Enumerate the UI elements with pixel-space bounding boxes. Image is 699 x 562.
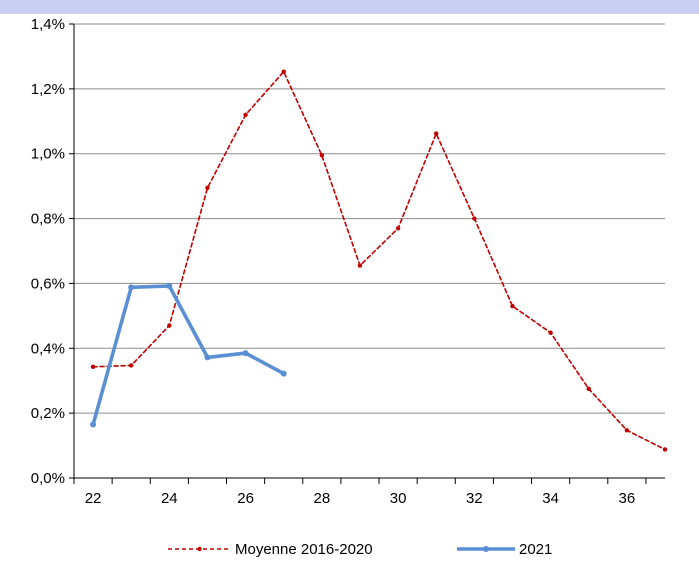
y-tick-label-5: 1,0% xyxy=(31,146,65,163)
data-point-0-6 xyxy=(319,153,325,158)
data-point-1-3 xyxy=(204,354,211,361)
data-point-0-0 xyxy=(90,364,96,369)
y-tick-label-3: 0,6% xyxy=(31,275,65,292)
data-point-1-1 xyxy=(128,284,135,291)
data-point-1-5 xyxy=(280,370,287,377)
y-tick-label-1: 0,2% xyxy=(31,405,65,422)
data-point-0-8 xyxy=(395,226,401,231)
y-tick-label-6: 1,2% xyxy=(31,81,65,98)
data-point-0-4 xyxy=(243,112,248,118)
data-series xyxy=(90,69,668,452)
y-tick-label-7: 1,4% xyxy=(31,16,65,33)
x-tick-label-2: 26 xyxy=(237,490,254,507)
x-tick-label-1: 24 xyxy=(161,490,178,507)
y-tick-label-2: 0,4% xyxy=(31,340,65,357)
x-tick-label-4: 30 xyxy=(390,490,407,507)
legend-marker-0 xyxy=(197,546,202,552)
data-point-0-9 xyxy=(434,131,439,136)
legend-label-1: 2021 xyxy=(519,541,552,558)
top-band xyxy=(0,0,699,14)
data-point-0-2 xyxy=(167,323,172,328)
x-tick-label-3: 28 xyxy=(313,490,330,507)
x-tick-label-5: 32 xyxy=(466,490,483,507)
data-point-1-4 xyxy=(242,350,249,357)
data-point-0-7 xyxy=(357,263,363,268)
data-point-0-14 xyxy=(624,428,630,433)
x-tick-label-6: 34 xyxy=(542,490,559,507)
data-point-0-13 xyxy=(586,386,591,392)
legend: Moyenne 2016-2020 2021 xyxy=(168,541,552,558)
x-axis-tick-labels: 22 24 26 28 30 32 34 36 xyxy=(85,490,635,507)
y-tick-label-4: 0,8% xyxy=(31,211,65,228)
data-point-1-2 xyxy=(166,283,173,290)
x-tick-label-0: 22 xyxy=(85,490,102,507)
data-point-0-15 xyxy=(662,447,668,452)
legend-label-0: Moyenne 2016-2020 xyxy=(235,541,373,558)
data-point-0-11 xyxy=(510,303,515,309)
series-line-1 xyxy=(91,284,286,427)
x-tick-label-7: 36 xyxy=(619,490,636,507)
data-point-0-5 xyxy=(281,69,286,74)
data-point-0-12 xyxy=(548,330,553,335)
legend-marker-1 xyxy=(483,546,489,552)
grid-lines xyxy=(74,23,665,414)
data-point-0-10 xyxy=(472,216,477,221)
data-point-1-0 xyxy=(90,421,97,428)
y-tick-label-0: 0,0% xyxy=(31,470,65,487)
data-point-0-3 xyxy=(205,185,210,190)
series-line-0 xyxy=(92,70,666,451)
y-axis-tick-labels: 0,0% 0,2% 0,4% 0,6% 0,8% 1,0% 1,2% 1,4% xyxy=(31,16,65,487)
data-point-0-1 xyxy=(128,363,134,368)
axes xyxy=(69,23,665,484)
